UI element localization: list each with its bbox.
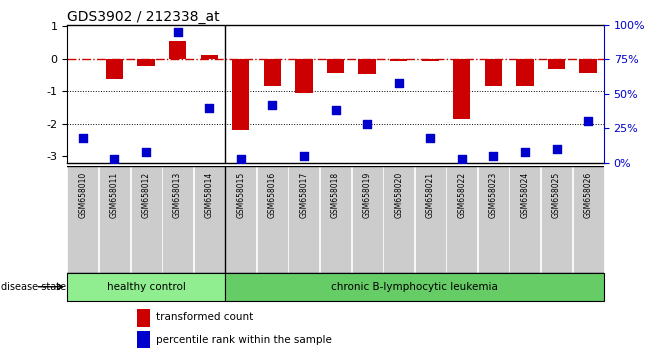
Bar (169, 41, 187, 59)
Text: chronic B-lymphocytic leukemia: chronic B-lymphocytic leukemia (331, 282, 498, 292)
Text: GSM658018: GSM658018 (331, 172, 340, 218)
Text: GSM658019: GSM658019 (362, 172, 372, 218)
Text: GSM658025: GSM658025 (552, 172, 561, 218)
Bar (201, 55, 218, 59)
Bar (67, 166, 99, 273)
Text: GSM658011: GSM658011 (110, 172, 119, 218)
Text: GDS3902 / 212338_at: GDS3902 / 212338_at (67, 10, 219, 24)
Text: disease state: disease state (1, 282, 66, 292)
Text: GSM658014: GSM658014 (205, 172, 213, 218)
Text: GSM658020: GSM658020 (394, 172, 403, 218)
Bar (257, 166, 288, 273)
Bar (99, 166, 130, 273)
Point (425, 135, 435, 141)
Point (109, 156, 120, 161)
Bar (541, 166, 572, 273)
Text: percentile rank within the sample: percentile rank within the sample (156, 335, 331, 346)
Point (456, 156, 467, 161)
Bar (225, 166, 256, 273)
Bar (327, 59, 344, 73)
Point (362, 121, 372, 127)
Bar (289, 166, 319, 273)
Text: GSM658015: GSM658015 (236, 172, 246, 218)
Text: GSM658012: GSM658012 (142, 172, 150, 218)
Bar (484, 59, 502, 86)
Text: GSM658016: GSM658016 (268, 172, 277, 218)
Text: GSM658024: GSM658024 (521, 172, 529, 218)
Text: GSM658023: GSM658023 (489, 172, 498, 218)
Bar (572, 166, 604, 273)
Bar (137, 331, 150, 348)
Text: transformed count: transformed count (156, 312, 253, 322)
Bar (453, 59, 470, 119)
Text: GSM658013: GSM658013 (173, 172, 182, 218)
Point (488, 153, 499, 159)
Bar (352, 166, 382, 273)
Bar (138, 59, 155, 66)
Bar (320, 166, 351, 273)
Point (204, 105, 215, 110)
Bar (162, 166, 193, 273)
Point (393, 80, 404, 86)
Point (519, 149, 530, 155)
Bar (106, 59, 123, 79)
Text: GSM658017: GSM658017 (299, 172, 309, 218)
Point (582, 119, 593, 124)
Bar (446, 166, 477, 273)
Bar (232, 59, 250, 130)
Bar (478, 166, 509, 273)
Bar (295, 59, 313, 93)
Point (551, 146, 562, 152)
Bar (580, 59, 597, 73)
Bar (264, 59, 281, 86)
Bar (509, 166, 540, 273)
Point (236, 156, 246, 161)
Point (299, 153, 309, 159)
Bar (131, 166, 162, 273)
Bar (421, 59, 439, 61)
Text: GSM658026: GSM658026 (584, 172, 592, 218)
Bar (516, 59, 533, 86)
Bar (67, 273, 225, 301)
Bar (548, 59, 565, 69)
Point (141, 149, 152, 155)
Bar (390, 59, 407, 61)
Point (330, 108, 341, 113)
Bar (194, 166, 225, 273)
Bar (137, 309, 150, 326)
Bar (358, 59, 376, 74)
Bar (225, 273, 604, 301)
Point (78, 135, 89, 141)
Text: GSM658010: GSM658010 (79, 172, 87, 218)
Text: GSM658022: GSM658022 (458, 172, 466, 218)
Text: healthy control: healthy control (107, 282, 185, 292)
Point (267, 102, 278, 108)
Text: GSM658021: GSM658021 (425, 172, 435, 218)
Bar (415, 166, 446, 273)
Point (172, 29, 183, 35)
Bar (383, 166, 414, 273)
